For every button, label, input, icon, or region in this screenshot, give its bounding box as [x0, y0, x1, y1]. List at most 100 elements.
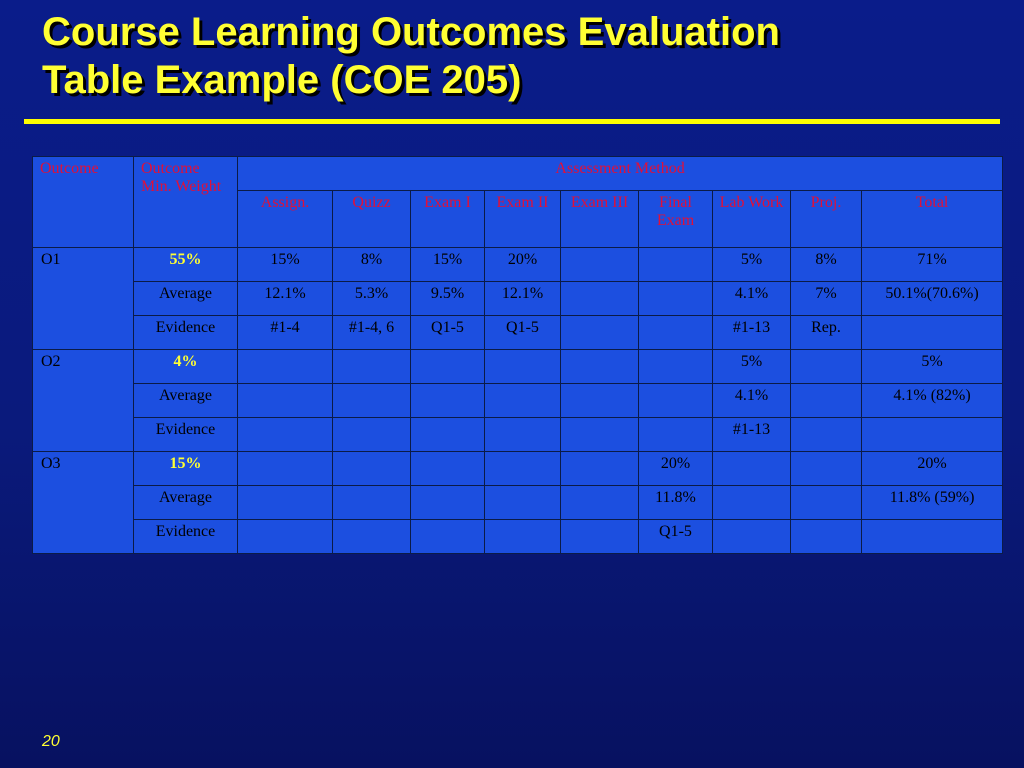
table-row: Average 4.1% 4.1% (82%) [33, 383, 1004, 418]
table-cell: 4.1% [712, 383, 791, 418]
table-cell [638, 383, 713, 418]
table-cell [790, 349, 862, 384]
header-method-project: Proj. [790, 190, 862, 248]
header-assessment-method: Assessment Method [236, 156, 1004, 191]
table-cell [484, 383, 561, 418]
table-cell [560, 485, 639, 520]
table-cell [560, 281, 639, 316]
table-cell: 20% [638, 451, 713, 486]
table-cell: Rep. [790, 315, 862, 350]
evidence-label: Evidence [133, 519, 238, 554]
header-method-lab-work: Lab Work [712, 190, 791, 248]
table-cell: 4.1% (82%) [860, 383, 1004, 418]
table-cell: 8% [790, 247, 862, 282]
header-method-assign: Assign. [237, 190, 333, 248]
table-cell [237, 417, 333, 452]
table-cell [410, 349, 485, 384]
table-cell: 20% [860, 451, 1004, 486]
table-row: O3 15% 20% 20% [32, 451, 1004, 554]
outcome-name: O1 [32, 247, 134, 350]
outcome-name: O3 [32, 451, 134, 554]
table-cell: 15% [410, 247, 485, 282]
table-cell [790, 383, 862, 418]
table-cell: 11.8% (59%) [860, 485, 1004, 520]
evidence-label: Evidence [133, 417, 238, 452]
table-cell [790, 519, 862, 554]
table-cell [860, 519, 1004, 554]
average-label: Average [133, 281, 238, 316]
table-cell [410, 485, 485, 520]
table-cell [638, 315, 713, 350]
table-cell [237, 451, 333, 486]
table-cell [237, 383, 333, 418]
header-method-quizz: Quizz [332, 190, 411, 248]
table-cell: 5% [860, 349, 1004, 384]
table-cell [484, 519, 561, 554]
header-outcome: Outcome [32, 156, 134, 248]
header-method-exam-1: Exam I [410, 190, 485, 248]
table-cell: Q1-5 [410, 315, 485, 350]
outcome-min-weight: 4% [133, 349, 238, 384]
outcome-min-weight: 55% [133, 247, 238, 282]
title-divider [24, 119, 1000, 124]
table-cell [237, 349, 333, 384]
table-cell [410, 417, 485, 452]
table-cell [860, 315, 1004, 350]
table-cell: 5% [712, 247, 791, 282]
table-cell [560, 451, 639, 486]
table-cell: 71% [860, 247, 1004, 282]
table-cell [410, 519, 485, 554]
table-cell [712, 485, 791, 520]
average-label: Average [133, 383, 238, 418]
average-label: Average [133, 485, 238, 520]
table-cell [484, 349, 561, 384]
table-cell [560, 349, 639, 384]
table-cell: 7% [790, 281, 862, 316]
header-methods-row: Assign. Quizz Exam I Exam II Exam III Fi… [33, 190, 1004, 248]
header-row: Outcome Outcome Min. Weight Assessment M… [32, 156, 1004, 248]
slide-title-line-2: Table Example (COE 205) [42, 58, 522, 102]
table-cell [560, 417, 639, 452]
table-row: Evidence #1-4 #1-4, 6 Q1-5 Q1-5 #1-13 Rep. [33, 315, 1004, 350]
table-cell: 11.8% [638, 485, 713, 520]
table-cell: 15% [237, 247, 333, 282]
table-cell [560, 383, 639, 418]
table-cell [237, 519, 333, 554]
table-cell [237, 485, 333, 520]
table-cell [484, 451, 561, 486]
table-cell: 5% [712, 349, 791, 384]
table-cell [560, 519, 639, 554]
evaluation-table: Outcome Outcome Min. Weight Assessment M… [32, 156, 1004, 554]
table-row: Average 11.8% 11.8% (59%) [33, 485, 1004, 520]
table-cell [332, 519, 411, 554]
table-row: O1 55% 15% 8% 15% 20% 5% 8% 71% [32, 247, 1004, 350]
table-cell: 12.1% [484, 281, 561, 316]
table-cell [332, 485, 411, 520]
page-number: 20 [42, 733, 60, 750]
table-row: Average 12.1% 5.3% 9.5% 12.1% 4.1% 7% 50.1%(70.… [33, 281, 1004, 316]
header-method-total: Total [860, 190, 1004, 248]
table-cell [560, 315, 639, 350]
table-cell [712, 519, 791, 554]
outcome-name: O2 [32, 349, 134, 452]
table-cell [712, 451, 791, 486]
table-cell: 9.5% [410, 281, 485, 316]
table-cell: 20% [484, 247, 561, 282]
table-cell: #1-13 [712, 315, 791, 350]
table-cell: 8% [332, 247, 411, 282]
table-cell [410, 383, 485, 418]
outcome-min-weight: 15% [133, 451, 238, 486]
table-cell [484, 417, 561, 452]
table-cell: 50.1%(70.6%) [860, 281, 1004, 316]
table-cell: 4.1% [712, 281, 791, 316]
table-cell [790, 485, 862, 520]
table-cell [332, 383, 411, 418]
table-cell [332, 349, 411, 384]
table-row: Evidence Q1-5 [33, 519, 1004, 554]
table-cell [638, 247, 713, 282]
table-cell [790, 417, 862, 452]
table-cell [332, 417, 411, 452]
table-cell: Q1-5 [484, 315, 561, 350]
header-method-final-exam: Final Exam [638, 190, 713, 248]
table-cell: #1-4 [237, 315, 333, 350]
